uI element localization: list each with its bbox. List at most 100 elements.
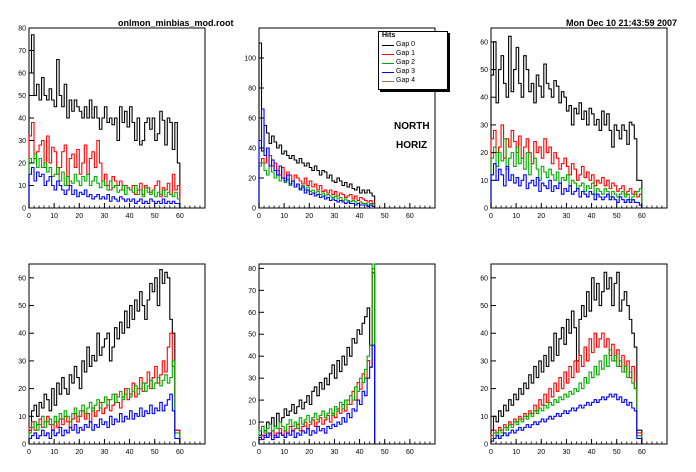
series-gap-1 <box>258 147 376 208</box>
x-tick-label: 10 <box>280 213 288 220</box>
y-tick-label: 40 <box>248 354 256 361</box>
y-tick-label: 0 <box>484 206 488 213</box>
x-tick-label: 60 <box>638 213 646 220</box>
y-tick-label: 30 <box>248 376 256 383</box>
x-tick-label: 40 <box>126 213 134 220</box>
x-tick-label: 20 <box>537 213 545 220</box>
root-filename: onlmon_minbias_mod.root <box>118 18 234 28</box>
y-tick-label: 40 <box>18 116 26 123</box>
y-tick-label: 60 <box>480 39 488 46</box>
horiz-label: HORIZ <box>396 140 428 151</box>
legend-label: Gap 0 <box>396 41 416 48</box>
x-tick-label: 50 <box>151 449 159 456</box>
y-tick-label: 40 <box>248 146 256 153</box>
y-tick-label: 20 <box>248 398 256 405</box>
series-gap-3 <box>28 393 181 444</box>
x-tick-label: 60 <box>176 449 184 456</box>
series-gap-1 <box>258 267 376 444</box>
y-tick-label: 50 <box>248 332 256 339</box>
legend-entry: Gap 0 <box>379 41 447 50</box>
y-tick-label: 100 <box>244 56 256 63</box>
x-tick-label: 0 <box>27 213 31 220</box>
y-tick-label: 40 <box>18 331 26 338</box>
legend-entry: Gap 1 <box>379 50 447 59</box>
x-tick-label: 60 <box>406 213 414 220</box>
y-tick-label: 20 <box>18 386 26 393</box>
y-tick-label: 70 <box>248 288 256 295</box>
y-tick-label: 0 <box>22 442 26 449</box>
x-tick-label: 20 <box>305 213 313 220</box>
y-tick-label: 30 <box>18 138 26 145</box>
y-tick-label: 0 <box>252 206 256 213</box>
x-tick-label: 40 <box>588 213 596 220</box>
x-tick-label: 20 <box>537 449 545 456</box>
legend-label: Gap 2 <box>396 59 416 66</box>
y-tick-label: 40 <box>480 331 488 338</box>
series-gap-3 <box>490 163 643 208</box>
x-tick-label: 0 <box>27 449 31 456</box>
x-tick-label: 10 <box>50 449 58 456</box>
x-tick-label: 20 <box>305 449 313 456</box>
x-tick-label: 10 <box>280 449 288 456</box>
y-tick-label: 80 <box>248 86 256 93</box>
y-tick-label: 40 <box>480 95 488 102</box>
x-tick-label: 40 <box>588 449 596 456</box>
x-tick-label: 50 <box>151 213 159 220</box>
legend: Hits Gap 0 Gap 1 Gap 2 Gap 3 Gap 4 <box>378 31 448 90</box>
y-tick-label: 10 <box>18 183 26 190</box>
series-gap-2 <box>28 153 181 208</box>
x-tick-label: 30 <box>101 213 109 220</box>
y-tick-label: 10 <box>18 414 26 421</box>
x-tick-label: 30 <box>331 449 339 456</box>
y-tick-label: 30 <box>18 358 26 365</box>
series-gap-2 <box>490 138 643 208</box>
series-gap-3 <box>490 393 643 444</box>
series-gap-2 <box>490 349 643 444</box>
y-tick-label: 60 <box>480 275 488 282</box>
y-tick-label: 80 <box>18 26 26 33</box>
legend-label: Gap 3 <box>396 68 416 75</box>
timestamp: Mon Dec 10 21:43:59 2007 <box>566 18 678 28</box>
y-tick-label: 0 <box>484 442 488 449</box>
y-tick-label: 60 <box>18 71 26 78</box>
series-gap-0 <box>490 35 643 208</box>
y-tick-label: 30 <box>480 122 488 129</box>
x-tick-label: 0 <box>489 213 493 220</box>
series-gap-3 <box>258 344 376 444</box>
x-tick-label: 50 <box>381 449 389 456</box>
y-tick-label: 20 <box>480 150 488 157</box>
x-tick-label: 10 <box>512 449 520 456</box>
y-tick-label: 20 <box>248 176 256 183</box>
legend-entry: Gap 3 <box>379 68 447 77</box>
legend-entry: Gap 2 <box>379 59 447 68</box>
x-tick-label: 30 <box>563 213 571 220</box>
series-gap-1 <box>490 124 643 208</box>
x-tick-label: 50 <box>613 449 621 456</box>
x-tick-label: 50 <box>613 213 621 220</box>
x-tick-label: 60 <box>406 449 414 456</box>
series-gap-0 <box>258 272 376 444</box>
x-tick-label: 20 <box>75 449 83 456</box>
plot-frame <box>490 27 668 209</box>
legend-title: Hits <box>382 32 396 39</box>
y-tick-label: 10 <box>248 420 256 427</box>
y-tick-label: 20 <box>480 386 488 393</box>
y-tick-label: 50 <box>480 303 488 310</box>
x-tick-label: 20 <box>75 213 83 220</box>
x-tick-label: 0 <box>257 449 261 456</box>
series-gap-0 <box>28 34 181 208</box>
series-gap-0 <box>490 271 643 444</box>
series-gap-0 <box>258 42 376 208</box>
series-gap-3 <box>28 166 181 208</box>
x-tick-label: 30 <box>331 213 339 220</box>
x-tick-label: 40 <box>356 449 364 456</box>
y-tick-label: 60 <box>248 116 256 123</box>
y-tick-label: 80 <box>248 266 256 273</box>
y-tick-label: 60 <box>248 310 256 317</box>
y-tick-label: 50 <box>18 93 26 100</box>
series-gap-2 <box>28 360 181 444</box>
x-tick-label: 10 <box>50 213 58 220</box>
y-tick-label: 20 <box>18 161 26 168</box>
y-tick-label: 10 <box>480 414 488 421</box>
